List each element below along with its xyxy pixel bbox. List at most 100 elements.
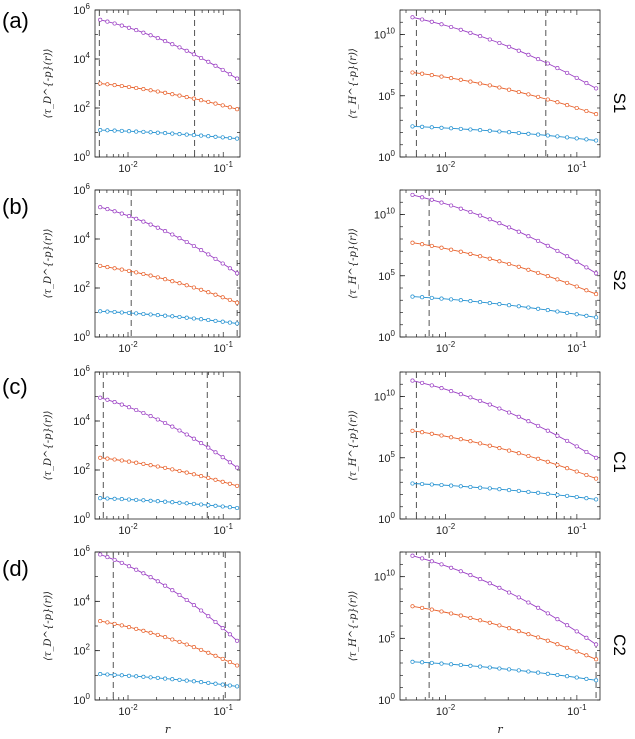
data-point-p2 <box>170 467 175 472</box>
data-point-p3 <box>206 614 211 619</box>
data-point-p1 <box>516 668 521 673</box>
data-point-p3 <box>199 55 204 61</box>
data-point-p1 <box>227 135 232 141</box>
data-point-p3 <box>155 417 160 422</box>
data-point-p2 <box>468 251 473 256</box>
data-point-p1 <box>545 491 550 496</box>
data-point-p1 <box>134 674 139 679</box>
data-point-p3 <box>468 573 473 578</box>
data-point-p2 <box>134 460 139 465</box>
data-point-p2 <box>526 92 531 97</box>
data-point-p1 <box>177 677 182 682</box>
data-point-p1 <box>429 660 434 665</box>
data-point-p1 <box>487 486 492 491</box>
data-point-p1 <box>170 131 175 136</box>
data-point-p3 <box>105 207 110 212</box>
data-point-p1 <box>235 321 240 326</box>
data-point-p2 <box>478 441 483 446</box>
data-point-p1 <box>199 502 204 507</box>
y-tick-label: 100 <box>378 692 395 707</box>
data-point-p3 <box>410 378 415 383</box>
data-point-p2 <box>516 629 521 634</box>
data-point-p1 <box>468 127 473 132</box>
data-point-p3 <box>134 407 139 413</box>
data-point-p2 <box>126 268 132 273</box>
data-point-p3 <box>497 40 502 46</box>
data-point-p1 <box>468 484 473 490</box>
y-tick-label: 105 <box>378 268 395 283</box>
data-point-p3 <box>213 63 218 68</box>
data-point-p2 <box>141 87 146 92</box>
data-point-p1 <box>206 317 211 323</box>
data-point-p1 <box>141 129 146 134</box>
data-point-p1 <box>141 498 146 503</box>
data-point-p2 <box>555 100 560 105</box>
data-point-p3 <box>170 42 175 47</box>
data-point-p3 <box>594 455 599 460</box>
data-point-p1 <box>235 684 240 689</box>
data-point-p3 <box>184 48 189 53</box>
data-point-p3 <box>213 450 218 455</box>
data-point-p3 <box>429 19 434 24</box>
data-point-p3 <box>574 444 579 449</box>
y-axis-label: ⟨τ_D^{-p}(r)⟩ <box>43 591 54 661</box>
data-point-p1 <box>170 500 175 505</box>
data-point-p3 <box>98 552 103 557</box>
data-point-p2 <box>235 483 240 488</box>
data-point-p3 <box>584 265 589 270</box>
data-point-p2 <box>119 267 124 272</box>
data-point-p1 <box>206 134 211 139</box>
data-point-p1 <box>112 496 117 501</box>
data-point-p3 <box>516 229 521 234</box>
data-point-p1 <box>420 295 425 300</box>
data-point-p3 <box>507 225 512 230</box>
data-point-p3 <box>487 402 492 407</box>
data-point-p1 <box>410 659 415 664</box>
data-point-p2 <box>191 96 196 101</box>
data-point-p1 <box>112 128 117 133</box>
data-point-p2 <box>555 642 560 647</box>
data-point-p1 <box>119 673 124 678</box>
data-point-p3 <box>170 588 175 593</box>
data-point-p3 <box>468 209 473 215</box>
data-point-p1 <box>516 488 521 493</box>
data-point-p1 <box>105 128 110 133</box>
data-point-p3 <box>526 52 531 57</box>
y-tick-label: 102 <box>73 280 90 295</box>
data-point-p3 <box>526 419 531 424</box>
data-point-p1 <box>213 318 218 323</box>
data-point-p3 <box>420 556 425 561</box>
series-line-p2 <box>412 72 597 115</box>
data-point-p1 <box>199 317 204 322</box>
data-point-p2 <box>184 95 189 100</box>
data-point-p3 <box>184 432 189 437</box>
data-point-p1 <box>177 132 182 137</box>
data-point-p2 <box>449 76 454 81</box>
data-point-p1 <box>584 137 589 142</box>
data-point-p3 <box>213 619 218 625</box>
data-point-p2 <box>213 477 218 482</box>
data-point-p2 <box>112 266 117 271</box>
data-point-p2 <box>487 620 492 625</box>
data-point-p3 <box>420 380 425 385</box>
data-point-p3 <box>98 17 103 22</box>
data-point-p1 <box>516 304 521 309</box>
x-tick-label: 10-2 <box>436 340 456 355</box>
data-point-p3 <box>112 209 117 214</box>
data-point-p3 <box>458 392 463 397</box>
data-point-p1 <box>163 313 168 318</box>
series-line-p3 <box>412 555 597 645</box>
data-point-p2 <box>545 638 550 643</box>
panel-letter: (c) <box>2 374 28 399</box>
data-point-p3 <box>478 34 483 39</box>
data-point-p3 <box>220 67 225 72</box>
y-tick-label: 100 <box>73 692 90 707</box>
data-point-p3 <box>220 261 225 266</box>
data-point-p2 <box>420 242 425 247</box>
data-point-p3 <box>126 214 132 219</box>
data-point-p1 <box>584 313 589 318</box>
data-point-p1 <box>191 133 196 138</box>
data-point-p3 <box>429 383 434 388</box>
data-point-p2 <box>439 245 444 250</box>
data-point-p2 <box>105 82 110 87</box>
